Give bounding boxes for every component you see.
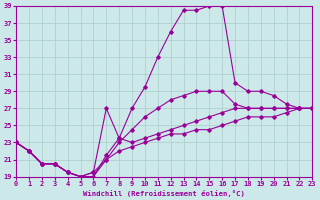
X-axis label: Windchill (Refroidissement éolien,°C): Windchill (Refroidissement éolien,°C) <box>83 190 245 197</box>
